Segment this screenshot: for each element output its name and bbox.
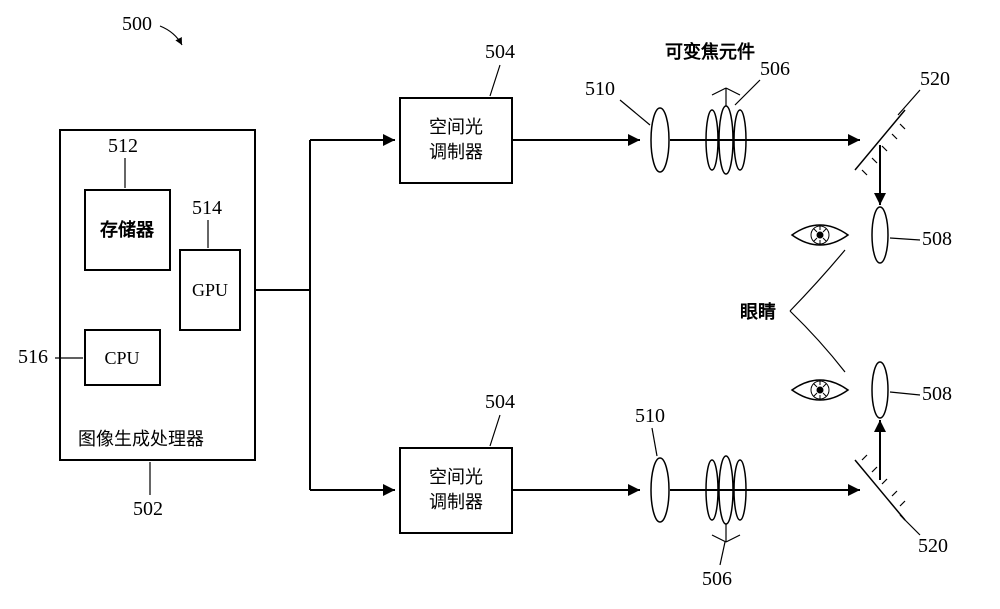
ref-508-bot: 508 xyxy=(922,383,952,405)
ref-510-top: 510 xyxy=(585,78,615,100)
ref-504-top: 504 xyxy=(485,41,515,63)
leader-504-top xyxy=(490,65,500,96)
lens-510-top xyxy=(651,108,669,172)
slm-block-bot xyxy=(400,448,512,533)
memory-label: 存储器 xyxy=(100,219,155,240)
varifocal-label: 可变焦元件 xyxy=(665,41,755,62)
leader-506-bot xyxy=(720,542,725,565)
lens-group-506-top xyxy=(706,88,746,174)
leader-520-bot xyxy=(900,515,920,535)
leader-510-top xyxy=(620,100,650,125)
diagram-canvas: 500 图像生成处理器 502 存储器 512 CPU 516 GPU 514 … xyxy=(0,0,1000,609)
brace-to-top-eye xyxy=(790,250,845,311)
ref-520-top: 520 xyxy=(920,68,950,90)
eye-lens-top xyxy=(872,207,888,263)
brace-to-bot-eye xyxy=(790,311,845,372)
slm-bot-line1: 空间光 xyxy=(429,467,483,487)
ref-514: 514 xyxy=(192,197,222,219)
eye-lens-bot xyxy=(872,362,888,418)
slm-bot-line2: 调制器 xyxy=(429,492,483,512)
slm-top-line1: 空间光 xyxy=(429,117,483,137)
slm-top-line2: 调制器 xyxy=(429,142,483,162)
gpu-label: GPU xyxy=(192,280,228,300)
eye-icon-bot xyxy=(792,380,848,400)
processor-title: 图像生成处理器 xyxy=(78,429,204,449)
lens-group-506-bot xyxy=(706,456,746,542)
leader-506-top xyxy=(735,80,760,105)
ref-510-bot: 510 xyxy=(635,405,665,427)
cpu-label: CPU xyxy=(104,348,139,368)
ref-506-bot: 506 xyxy=(702,568,732,590)
ref-516: 516 xyxy=(18,346,48,368)
eye-icon-top xyxy=(792,225,848,245)
leader-504-bot xyxy=(490,415,500,446)
leader-520-top xyxy=(898,90,920,115)
lens-510-bot xyxy=(651,458,669,522)
leader-508-top xyxy=(890,238,920,240)
figure-arrow xyxy=(160,26,182,45)
leader-510-bot xyxy=(652,428,657,456)
figure-number: 500 xyxy=(122,13,152,35)
slm-block-top xyxy=(400,98,512,183)
ref-504-bot: 504 xyxy=(485,391,515,413)
ref-508-top: 508 xyxy=(922,228,952,250)
ref-512: 512 xyxy=(108,135,138,157)
leader-508-bot xyxy=(890,392,920,395)
ref-502: 502 xyxy=(133,498,163,520)
ref-520-bot: 520 xyxy=(918,535,948,557)
eyes-label: 眼睛 xyxy=(740,301,776,322)
ref-506-top: 506 xyxy=(760,58,790,80)
